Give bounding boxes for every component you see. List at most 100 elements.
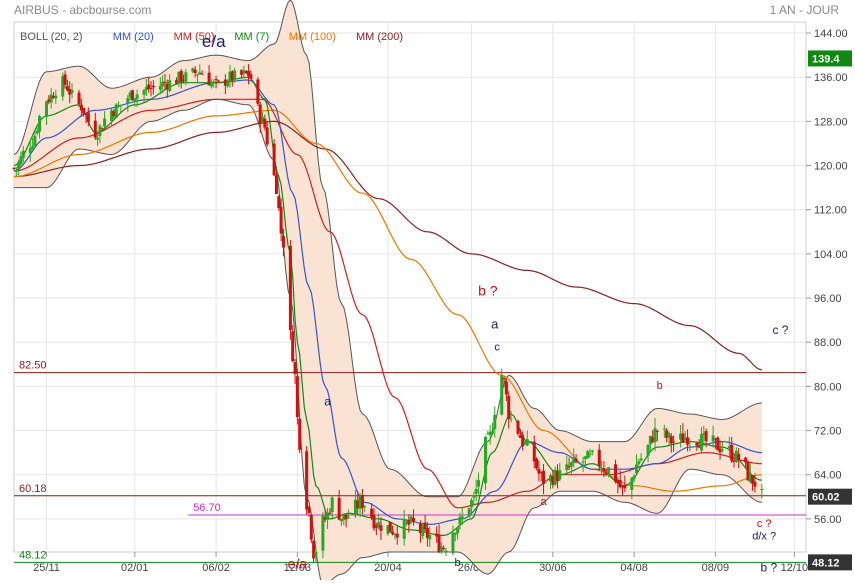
legend-item: MM (200) [356,31,403,43]
candle-body [370,508,374,518]
y-tick-label: 80.00 [814,381,842,393]
price-tags: 139.4 60.02 48.12 [808,50,852,571]
candle-body [103,118,107,127]
candle-body [467,508,471,517]
candle-body [542,470,546,484]
candle-body [247,70,251,77]
candle-body [209,82,213,87]
candle-body [142,90,146,95]
candle-body [727,446,731,449]
candle-body [718,448,722,453]
candle-body [256,79,260,104]
x-tick-label: 12/10 [781,562,809,574]
candle-body [114,104,118,118]
y-tick-label: 136.00 [814,72,848,84]
candle-body [590,450,594,452]
wave-label: c ? [772,323,788,337]
price-tag-label: 48.12 [812,557,840,569]
candle-body [112,111,116,117]
candle-body [537,468,541,474]
candle-body [249,74,253,79]
candle-body [161,81,165,87]
candle-body [128,92,132,98]
x-tick-label: 08/09 [702,562,730,574]
candle-body [158,85,162,90]
wave-label: a [491,316,499,331]
candle-body [751,475,755,484]
candle-body [119,104,123,106]
candle-body [572,457,576,464]
candle-body [486,433,490,435]
candle-body [621,486,625,488]
candle-body [502,377,506,379]
candle-body [356,500,360,509]
candle-body [274,175,278,194]
candle-body [163,81,167,84]
candle-body [175,80,179,84]
candle-body [407,520,411,525]
candle-body [551,476,555,485]
candle-body [65,86,69,91]
candle-body [312,540,316,559]
candle-body [586,451,590,459]
candle-body [391,531,395,535]
candle-body [328,512,332,514]
x-tick-label: 30/06 [539,562,567,574]
candle-body [567,466,571,468]
candle-body [182,79,186,81]
legend-item: MM (7) [234,31,269,43]
candle-body [326,512,330,520]
chart-period: 1 AN - JOUR [769,3,839,17]
candle-body [411,517,415,523]
candle-body [470,500,474,508]
candle-body [117,105,121,107]
candle-body [49,94,53,103]
legend-item: MM (100) [289,31,336,43]
ma-mm200 [13,120,763,371]
candle-body [648,435,652,445]
candle-body [493,414,497,430]
candle-body [444,550,448,552]
candle-body [637,461,641,465]
candle-body [630,477,634,490]
candle-body [68,89,72,95]
candle-body [683,437,687,441]
candle-body [634,464,638,474]
candle-body [191,68,195,72]
candle-body [402,519,406,539]
candle-body [516,420,520,434]
legend-item: BOLL (20, 2) [20,31,83,43]
candle-body [395,533,399,538]
candle-body [77,92,81,105]
candle-body [133,98,137,102]
candle-body [93,120,97,138]
candle-body [63,74,67,85]
candle-body [451,532,455,554]
candle-body [509,418,513,420]
candle-body [295,376,299,418]
candle-body [472,495,476,498]
candle-body [17,162,21,169]
candle-body [409,516,413,523]
chart-title: AIRBUS - abcbourse.com [14,3,152,17]
candle-body [646,444,650,456]
candle-body [460,516,464,520]
candle-body [339,518,343,522]
candle-body [602,468,606,472]
y-tick-label: 144.00 [814,28,848,40]
candle-body [168,80,172,91]
level-label: 48.12 [19,549,47,561]
price-tag-label: 60.02 [812,492,840,504]
price-tag-bg [808,554,852,571]
wave-label: b ? [478,282,498,298]
candle-body [483,436,487,484]
candle-body [730,444,734,461]
candle-body [437,534,441,552]
candle-body [293,362,297,374]
wave-label: b ? [760,560,777,574]
candle-body [655,430,659,432]
candle-body [307,506,311,513]
candle-body [151,85,155,88]
candle-body [597,449,601,467]
